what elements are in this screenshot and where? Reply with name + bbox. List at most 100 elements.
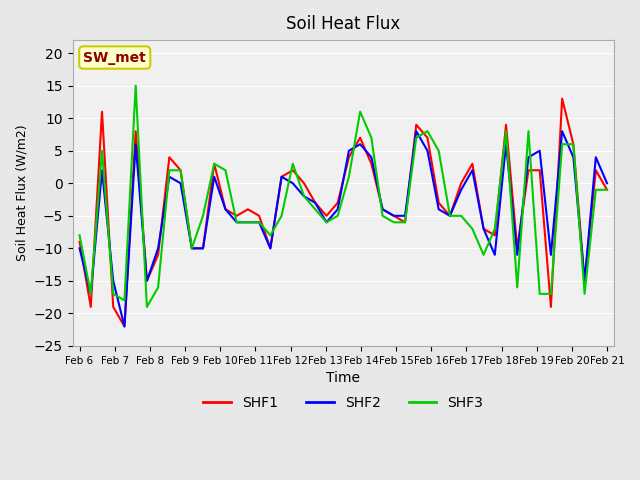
- SHF3: [266, 232, 274, 238]
- SHF1: [312, 200, 319, 205]
- SHF1: [580, 278, 588, 284]
- SHF2: [300, 193, 308, 199]
- SHF1: [154, 252, 162, 258]
- SHF2: [502, 141, 510, 147]
- SHF3: [536, 291, 543, 297]
- SHF3: [424, 128, 431, 134]
- SHF1: [502, 122, 510, 128]
- SHF3: [188, 245, 196, 251]
- SHF1: [76, 239, 83, 245]
- SHF1: [468, 161, 476, 167]
- SHF1: [300, 180, 308, 186]
- SHF2: [154, 245, 162, 251]
- SHF2: [199, 245, 207, 251]
- SHF3: [558, 141, 566, 147]
- SHF1: [177, 168, 184, 173]
- SHF2: [334, 206, 342, 212]
- SHF2: [446, 213, 454, 219]
- SHF1: [603, 187, 611, 192]
- SHF1: [87, 304, 95, 310]
- SHF3: [570, 141, 577, 147]
- SHF3: [323, 219, 330, 225]
- SHF3: [547, 291, 555, 297]
- SHF3: [87, 291, 95, 297]
- SHF3: [166, 168, 173, 173]
- SHF2: [266, 245, 274, 251]
- X-axis label: Time: Time: [326, 371, 360, 385]
- SHF2: [221, 206, 229, 212]
- SHF3: [446, 213, 454, 219]
- SHF3: [154, 285, 162, 290]
- SHF3: [143, 304, 151, 310]
- SHF3: [468, 226, 476, 232]
- SHF1: [570, 141, 577, 147]
- SHF2: [424, 148, 431, 154]
- Title: Soil Heat Flux: Soil Heat Flux: [286, 15, 401, 33]
- SHF1: [480, 226, 488, 232]
- SHF3: [233, 219, 241, 225]
- SHF2: [603, 180, 611, 186]
- SHF3: [199, 213, 207, 219]
- SHF1: [132, 128, 140, 134]
- SHF3: [312, 206, 319, 212]
- SHF1: [491, 232, 499, 238]
- SHF3: [98, 148, 106, 154]
- SHF3: [76, 232, 83, 238]
- SHF3: [603, 187, 611, 192]
- SHF2: [289, 180, 296, 186]
- SHF2: [87, 291, 95, 297]
- Text: SW_met: SW_met: [83, 50, 146, 64]
- SHF1: [592, 168, 600, 173]
- SHF1: [289, 168, 296, 173]
- SHF3: [278, 213, 285, 219]
- SHF3: [244, 219, 252, 225]
- SHF1: [379, 206, 387, 212]
- SHF1: [547, 304, 555, 310]
- SHF3: [177, 168, 184, 173]
- SHF3: [221, 168, 229, 173]
- SHF2: [580, 278, 588, 284]
- Line: SHF2: SHF2: [79, 131, 607, 326]
- SHF1: [558, 96, 566, 102]
- SHF2: [188, 245, 196, 251]
- SHF2: [468, 168, 476, 173]
- SHF2: [278, 174, 285, 180]
- SHF1: [424, 135, 431, 141]
- SHF2: [166, 174, 173, 180]
- SHF3: [289, 161, 296, 167]
- Y-axis label: Soil Heat Flux (W/m2): Soil Heat Flux (W/m2): [15, 125, 28, 261]
- SHF3: [255, 219, 263, 225]
- SHF2: [379, 206, 387, 212]
- SHF1: [266, 245, 274, 251]
- SHF2: [143, 278, 151, 284]
- SHF3: [334, 213, 342, 219]
- SHF3: [491, 226, 499, 232]
- SHF2: [98, 168, 106, 173]
- SHF2: [109, 278, 117, 284]
- SHF1: [109, 304, 117, 310]
- SHF1: [98, 109, 106, 115]
- SHF1: [356, 135, 364, 141]
- SHF3: [390, 219, 397, 225]
- SHF2: [76, 245, 83, 251]
- SHF1: [334, 200, 342, 205]
- SHF3: [132, 83, 140, 88]
- Line: SHF3: SHF3: [79, 85, 607, 307]
- SHF1: [143, 278, 151, 284]
- SHF1: [323, 213, 330, 219]
- SHF2: [592, 155, 600, 160]
- SHF1: [412, 122, 420, 128]
- SHF1: [345, 155, 353, 160]
- SHF2: [480, 226, 488, 232]
- SHF3: [120, 298, 128, 303]
- SHF3: [435, 148, 442, 154]
- SHF2: [525, 155, 532, 160]
- SHF2: [390, 213, 397, 219]
- SHF1: [401, 219, 409, 225]
- Line: SHF1: SHF1: [79, 99, 607, 326]
- SHF1: [233, 213, 241, 219]
- SHF2: [323, 219, 330, 225]
- SHF2: [255, 219, 263, 225]
- SHF2: [211, 174, 218, 180]
- SHF1: [199, 245, 207, 251]
